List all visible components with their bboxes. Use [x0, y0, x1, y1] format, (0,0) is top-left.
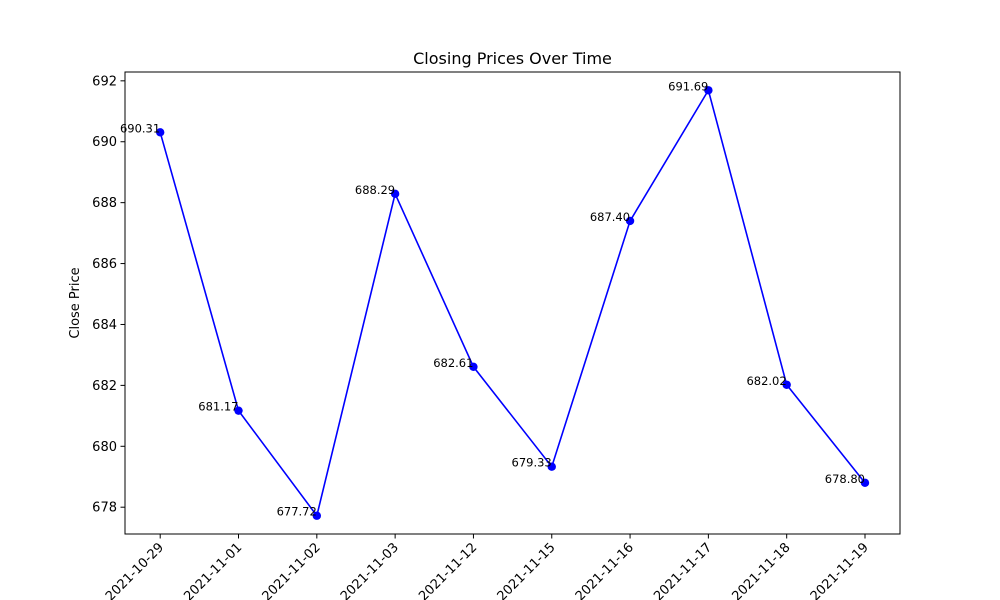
- data-point: [312, 511, 322, 520]
- y-tick-label: 682: [92, 379, 117, 394]
- data-point: [390, 189, 400, 199]
- y-tick-label: 688: [92, 196, 117, 211]
- series-line: [159, 88, 866, 518]
- x-tick-label: 2021-11-01: [181, 540, 245, 600]
- x-tick-label: 2021-11-17: [651, 540, 715, 600]
- data-label: 677.72: [277, 505, 317, 519]
- y-tick-label: 680: [92, 440, 117, 455]
- x-tick-label: 2021-11-16: [573, 540, 637, 600]
- chart-title: Closing Prices Over Time: [413, 49, 612, 68]
- data-label: 682.02: [746, 374, 786, 388]
- x-tick-label: 2021-10-29: [103, 540, 167, 600]
- data-point: [704, 86, 713, 95]
- data-point: [469, 362, 478, 372]
- data-label: 681.17: [198, 400, 238, 414]
- data-point: [860, 478, 870, 488]
- data-label: 690.31: [120, 121, 160, 135]
- data-point: [234, 406, 243, 415]
- x-tick-label: 2021-11-02: [260, 540, 324, 600]
- data-label: 678.80: [825, 472, 865, 486]
- data-label: 682.61: [433, 356, 473, 370]
- data-label: 691.69: [668, 79, 708, 93]
- y-tick-label: 690: [92, 135, 117, 150]
- data-point: [156, 128, 165, 137]
- y-tick-label: 686: [92, 257, 117, 272]
- x-tick-label: 2021-11-03: [338, 540, 402, 600]
- data-point: [782, 380, 791, 389]
- data-label: 687.40: [590, 210, 630, 224]
- data-label: 679.33: [512, 456, 552, 470]
- x-tick-label: 2021-11-15: [495, 540, 559, 600]
- y-tick-label: 678: [92, 501, 117, 516]
- x-tick-label: 2021-11-12: [416, 540, 480, 600]
- data-label: 688.29: [355, 183, 395, 197]
- x-tick-label: 2021-11-19: [808, 540, 872, 600]
- y-axis-label: Close Price: [68, 267, 83, 338]
- x-tick-label: 2021-11-18: [729, 540, 793, 600]
- y-tick-label: 692: [92, 74, 117, 89]
- data-point: [547, 462, 556, 471]
- data-point: [625, 216, 635, 226]
- y-tick-label: 684: [92, 318, 117, 333]
- plot-frame: [124, 71, 901, 535]
